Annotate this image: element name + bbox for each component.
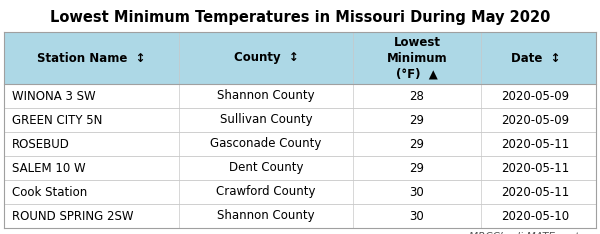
Bar — [4, 32, 596, 84]
Text: 2020-05-11: 2020-05-11 — [501, 138, 569, 150]
Text: Station Name  ↕: Station Name ↕ — [37, 51, 146, 65]
Text: Date  ↕: Date ↕ — [511, 51, 560, 65]
Text: Cook Station: Cook Station — [12, 186, 87, 198]
Text: 2020-05-09: 2020-05-09 — [501, 89, 569, 102]
Text: 29: 29 — [409, 161, 424, 175]
Text: 2020-05-09: 2020-05-09 — [501, 113, 569, 127]
Text: Gasconade County: Gasconade County — [210, 138, 322, 150]
Text: Dent County: Dent County — [229, 161, 303, 175]
Text: 29: 29 — [409, 113, 424, 127]
Text: ROUND SPRING 2SW: ROUND SPRING 2SW — [12, 209, 133, 223]
Text: Shannon County: Shannon County — [217, 89, 315, 102]
Text: 30: 30 — [410, 186, 424, 198]
Text: SALEM 10 W: SALEM 10 W — [12, 161, 86, 175]
Text: County  ↕: County ↕ — [233, 51, 298, 65]
Text: 2020-05-11: 2020-05-11 — [501, 186, 569, 198]
Text: MRCC’s cli-MATE system: MRCC’s cli-MATE system — [469, 232, 596, 234]
Text: Crawford County: Crawford County — [216, 186, 316, 198]
Text: ROSEBUD: ROSEBUD — [12, 138, 70, 150]
Text: GREEN CITY 5N: GREEN CITY 5N — [12, 113, 103, 127]
Text: Sullivan County: Sullivan County — [220, 113, 312, 127]
Text: Lowest Minimum Temperatures in Missouri During May 2020: Lowest Minimum Temperatures in Missouri … — [50, 10, 550, 25]
Text: 28: 28 — [409, 89, 424, 102]
Text: Shannon County: Shannon County — [217, 209, 315, 223]
Text: 29: 29 — [409, 138, 424, 150]
Text: 2020-05-11: 2020-05-11 — [501, 161, 569, 175]
Text: 2020-05-10: 2020-05-10 — [501, 209, 569, 223]
Text: WINONA 3 SW: WINONA 3 SW — [12, 89, 95, 102]
Text: Lowest
Minimum
(°F)  ▲: Lowest Minimum (°F) ▲ — [386, 36, 447, 80]
Text: 30: 30 — [410, 209, 424, 223]
